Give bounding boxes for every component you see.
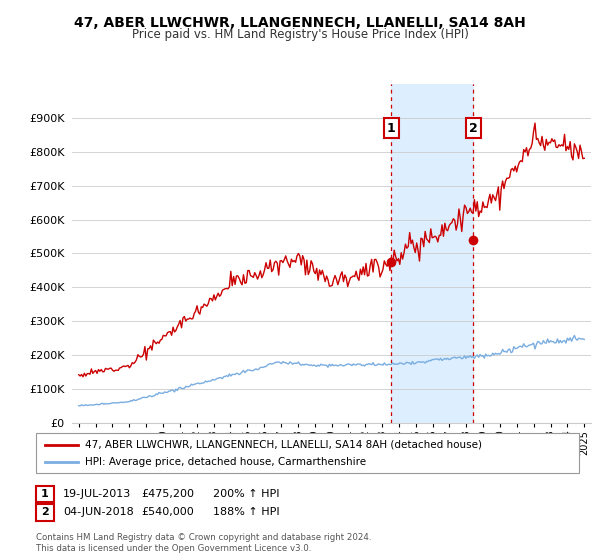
Text: 47, ABER LLWCHWR, LLANGENNECH, LLANELLI, SA14 8AH (detached house): 47, ABER LLWCHWR, LLANGENNECH, LLANELLI,… [85, 440, 482, 450]
Text: 04-JUN-2018: 04-JUN-2018 [63, 507, 134, 517]
Text: HPI: Average price, detached house, Carmarthenshire: HPI: Average price, detached house, Carm… [85, 457, 367, 467]
Text: 47, ABER LLWCHWR, LLANGENNECH, LLANELLI, SA14 8AH: 47, ABER LLWCHWR, LLANGENNECH, LLANELLI,… [74, 16, 526, 30]
Text: 2: 2 [41, 507, 49, 517]
Text: £475,200: £475,200 [141, 489, 194, 499]
Text: 1: 1 [387, 122, 395, 134]
Text: Contains HM Land Registry data © Crown copyright and database right 2024.
This d: Contains HM Land Registry data © Crown c… [36, 533, 371, 553]
Text: 2: 2 [469, 122, 478, 134]
Text: Price paid vs. HM Land Registry's House Price Index (HPI): Price paid vs. HM Land Registry's House … [131, 28, 469, 41]
Text: £540,000: £540,000 [141, 507, 194, 517]
Text: 19-JUL-2013: 19-JUL-2013 [63, 489, 131, 499]
Bar [391, 84, 473, 423]
Text: 200% ↑ HPI: 200% ↑ HPI [213, 489, 280, 499]
Text: 188% ↑ HPI: 188% ↑ HPI [213, 507, 280, 517]
Text: 1: 1 [41, 489, 49, 499]
